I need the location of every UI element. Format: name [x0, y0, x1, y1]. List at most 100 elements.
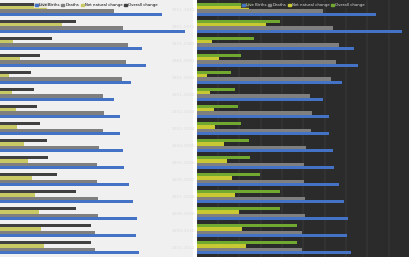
- Bar: [0, 88, 34, 91]
- Bar: [0, 3, 49, 6]
- Bar: [0, 20, 75, 23]
- Bar: [196, 108, 214, 112]
- Bar: [196, 244, 245, 248]
- Bar: [0, 156, 48, 159]
- Bar: [0, 217, 136, 220]
- Bar: [0, 200, 133, 203]
- Bar: [196, 88, 234, 91]
- Bar: [0, 91, 12, 95]
- Bar: [196, 26, 332, 30]
- Bar: [196, 190, 280, 193]
- Bar: [196, 54, 241, 57]
- Legend: Live Births, Deaths, Net natural change, Overall change: Live Births, Deaths, Net natural change,…: [240, 2, 365, 8]
- Bar: [0, 128, 103, 132]
- Bar: [0, 40, 13, 43]
- Bar: [196, 20, 280, 23]
- Bar: [0, 193, 35, 197]
- Bar: [0, 57, 20, 60]
- Bar: [0, 159, 27, 162]
- Bar: [196, 60, 336, 64]
- Bar: [196, 162, 303, 166]
- Bar: [196, 81, 341, 84]
- Bar: [0, 214, 98, 217]
- Bar: [196, 6, 249, 9]
- Bar: [0, 81, 130, 84]
- Bar: [0, 108, 16, 112]
- Bar: [196, 241, 296, 244]
- Bar: [0, 13, 161, 16]
- Bar: [196, 98, 323, 101]
- Bar: [196, 227, 242, 231]
- Bar: [196, 231, 301, 234]
- Bar: [0, 43, 128, 47]
- Bar: [196, 234, 346, 237]
- Bar: [196, 217, 347, 220]
- Bar: [0, 95, 103, 98]
- Bar: [0, 248, 95, 251]
- Bar: [196, 207, 280, 210]
- Legend: Live Births, Deaths, Net natural change, Overall change: Live Births, Deaths, Net natural change,…: [34, 2, 159, 8]
- Bar: [196, 3, 251, 6]
- Bar: [196, 149, 332, 152]
- Bar: [196, 156, 249, 159]
- Bar: [0, 47, 142, 50]
- Bar: [0, 190, 75, 193]
- Bar: [0, 64, 146, 67]
- Bar: [0, 149, 123, 152]
- Bar: [0, 183, 128, 186]
- Bar: [0, 71, 31, 74]
- Bar: [196, 115, 328, 118]
- Bar: [196, 30, 401, 33]
- Bar: [196, 200, 343, 203]
- Bar: [196, 210, 239, 214]
- Bar: [0, 122, 40, 125]
- Bar: [0, 112, 103, 115]
- Bar: [196, 139, 248, 142]
- Bar: [0, 30, 185, 33]
- Bar: [196, 197, 305, 200]
- Bar: [196, 40, 211, 43]
- Bar: [196, 251, 350, 254]
- Bar: [196, 13, 375, 16]
- Bar: [196, 248, 301, 251]
- Bar: [0, 227, 41, 231]
- Bar: [196, 132, 328, 135]
- Bar: [196, 166, 333, 169]
- Bar: [196, 64, 357, 67]
- Bar: [196, 47, 353, 50]
- Bar: [196, 112, 311, 115]
- Bar: [0, 125, 17, 128]
- Bar: [196, 105, 237, 108]
- Bar: [0, 162, 97, 166]
- Bar: [196, 23, 265, 26]
- Bar: [0, 173, 57, 176]
- Bar: [196, 43, 338, 47]
- Bar: [196, 128, 310, 132]
- Bar: [196, 37, 254, 40]
- Bar: [196, 176, 231, 180]
- Bar: [0, 241, 90, 244]
- Bar: [0, 105, 37, 108]
- Bar: [196, 71, 231, 74]
- Bar: [0, 98, 114, 101]
- Bar: [0, 26, 123, 30]
- Bar: [0, 139, 47, 142]
- Bar: [0, 142, 25, 145]
- Bar: [0, 54, 40, 57]
- Bar: [0, 251, 139, 254]
- Bar: [0, 23, 62, 26]
- Bar: [0, 224, 90, 227]
- Bar: [0, 60, 126, 64]
- Bar: [0, 180, 97, 183]
- Bar: [0, 231, 94, 234]
- Bar: [196, 95, 310, 98]
- Bar: [0, 145, 99, 149]
- Bar: [196, 57, 218, 60]
- Bar: [196, 180, 303, 183]
- Bar: [196, 159, 227, 162]
- Bar: [0, 9, 114, 13]
- Bar: [0, 210, 38, 214]
- Bar: [0, 74, 9, 77]
- Bar: [0, 77, 121, 81]
- Bar: [196, 125, 215, 128]
